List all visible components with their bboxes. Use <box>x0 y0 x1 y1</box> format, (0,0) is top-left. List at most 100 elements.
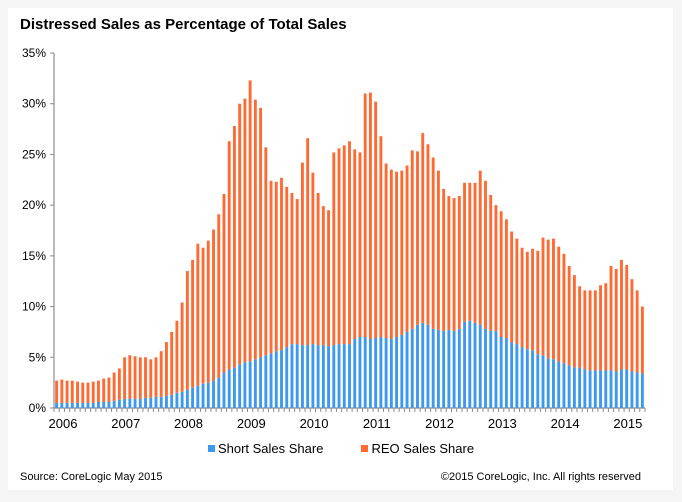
bar-reo-sales <box>588 290 592 371</box>
bar-reo-sales <box>332 152 336 346</box>
bar-reo-sales <box>86 382 90 403</box>
bar-short-sales <box>567 365 571 408</box>
bar-reo-sales <box>321 206 325 346</box>
bar-reo-sales <box>206 240 210 383</box>
y-tick-label: 5% <box>29 350 47 364</box>
bar-reo-sales <box>81 382 85 403</box>
bar-short-sales <box>165 395 168 408</box>
bar-short-sales <box>154 396 158 408</box>
bar-short-sales <box>253 359 257 408</box>
bar-short-sales <box>227 369 231 408</box>
bar-short-sales <box>374 338 378 408</box>
bar-reo-sales <box>609 266 613 371</box>
bar-short-sales <box>379 337 383 408</box>
bar-reo-sales <box>311 172 315 345</box>
bar-reo-sales <box>562 253 566 364</box>
legend-label-short-sales: Short Sales Share <box>217 441 324 456</box>
bar-reo-sales <box>363 93 367 337</box>
bar-short-sales <box>609 370 613 408</box>
bar-reo-sales <box>546 239 550 359</box>
bar-short-sales <box>65 402 69 408</box>
bar-short-sales <box>342 344 346 408</box>
bar-reo-sales <box>578 286 582 368</box>
bar-reo-sales <box>191 259 195 388</box>
bar-reo-sales <box>259 107 263 358</box>
bar-reo-sales <box>431 157 435 329</box>
x-tick-label: 2011 <box>363 416 391 431</box>
y-tick-label: 30% <box>22 97 46 111</box>
bar-reo-sales <box>264 147 268 356</box>
legend-swatch-reo-sales <box>361 445 369 452</box>
bar-short-sales <box>599 370 602 408</box>
bar-reo-sales <box>395 171 399 337</box>
bar-short-sales <box>201 383 205 408</box>
bar-reo-sales <box>238 103 242 365</box>
bar-reo-sales <box>170 331 174 395</box>
bar-short-sales <box>447 329 451 408</box>
bar-reo-sales <box>452 198 456 331</box>
bar-short-sales <box>327 346 331 408</box>
bar-short-sales <box>416 324 419 408</box>
bar-reo-sales <box>65 380 69 403</box>
bar-reo-sales <box>290 192 294 345</box>
bar-short-sales <box>316 345 320 408</box>
bar-short-sales <box>457 328 461 408</box>
bar-reo-sales <box>342 145 346 345</box>
bar-reo-sales <box>484 180 487 329</box>
bar-short-sales <box>232 367 236 408</box>
legend-item-reo-sales: REO Sales Share <box>361 441 474 456</box>
bar-short-sales <box>384 338 388 408</box>
x-tick-label: 2008 <box>174 416 203 431</box>
bar-reo-sales <box>102 378 106 402</box>
y-tick-label: 25% <box>22 147 46 161</box>
bar-reo-sales <box>144 357 147 398</box>
bar-short-sales <box>159 396 163 408</box>
bar-reo-sales <box>593 290 597 371</box>
bar-reo-sales <box>300 162 304 346</box>
bar-short-sales <box>468 320 472 408</box>
bar-short-sales <box>259 357 263 408</box>
bar-reo-sales <box>599 285 602 371</box>
bar-reo-sales <box>138 357 142 399</box>
bar-reo-sales <box>389 169 393 340</box>
y-tick-label: 15% <box>22 249 46 263</box>
bar-reo-sales <box>348 141 351 345</box>
bar-short-sales <box>91 402 95 408</box>
bar-short-sales <box>614 371 618 408</box>
bar-reo-sales <box>630 279 634 372</box>
bar-reo-sales <box>358 152 362 337</box>
bar-reo-sales <box>410 150 414 329</box>
bar-reo-sales <box>510 231 514 343</box>
bar-reo-sales <box>306 138 310 346</box>
bar-reo-sales <box>489 195 493 331</box>
bar-short-sales <box>243 362 247 408</box>
bar-short-sales <box>640 373 644 408</box>
bar-reo-sales <box>499 211 503 337</box>
bar-short-sales <box>97 401 100 408</box>
bar-short-sales <box>358 337 362 408</box>
bar-reo-sales <box>123 357 127 399</box>
bar-short-sales <box>525 349 529 408</box>
bar-reo-sales <box>285 186 289 348</box>
bar-short-sales <box>81 402 85 408</box>
bar-reo-sales <box>400 170 404 335</box>
source-note: Source: CoreLogic May 2015 <box>20 471 163 483</box>
bar-short-sales <box>473 322 477 408</box>
bar-short-sales <box>285 347 289 408</box>
bar-short-sales <box>60 402 64 408</box>
bar-reo-sales <box>212 229 215 381</box>
bar-short-sales <box>452 330 456 408</box>
bar-reo-sales <box>478 170 482 325</box>
bar-reo-sales <box>541 237 545 356</box>
bar-reo-sales <box>504 219 508 339</box>
bar-short-sales <box>546 358 550 408</box>
bar-reo-sales <box>55 380 59 403</box>
y-tick-label: 10% <box>22 300 46 314</box>
bar-short-sales <box>541 355 545 408</box>
bar-reo-sales <box>295 199 299 345</box>
bar-short-sales <box>321 345 325 408</box>
x-tick-label: 2012 <box>425 416 454 431</box>
bar-short-sales <box>520 347 524 408</box>
bar-reo-sales <box>620 259 623 370</box>
